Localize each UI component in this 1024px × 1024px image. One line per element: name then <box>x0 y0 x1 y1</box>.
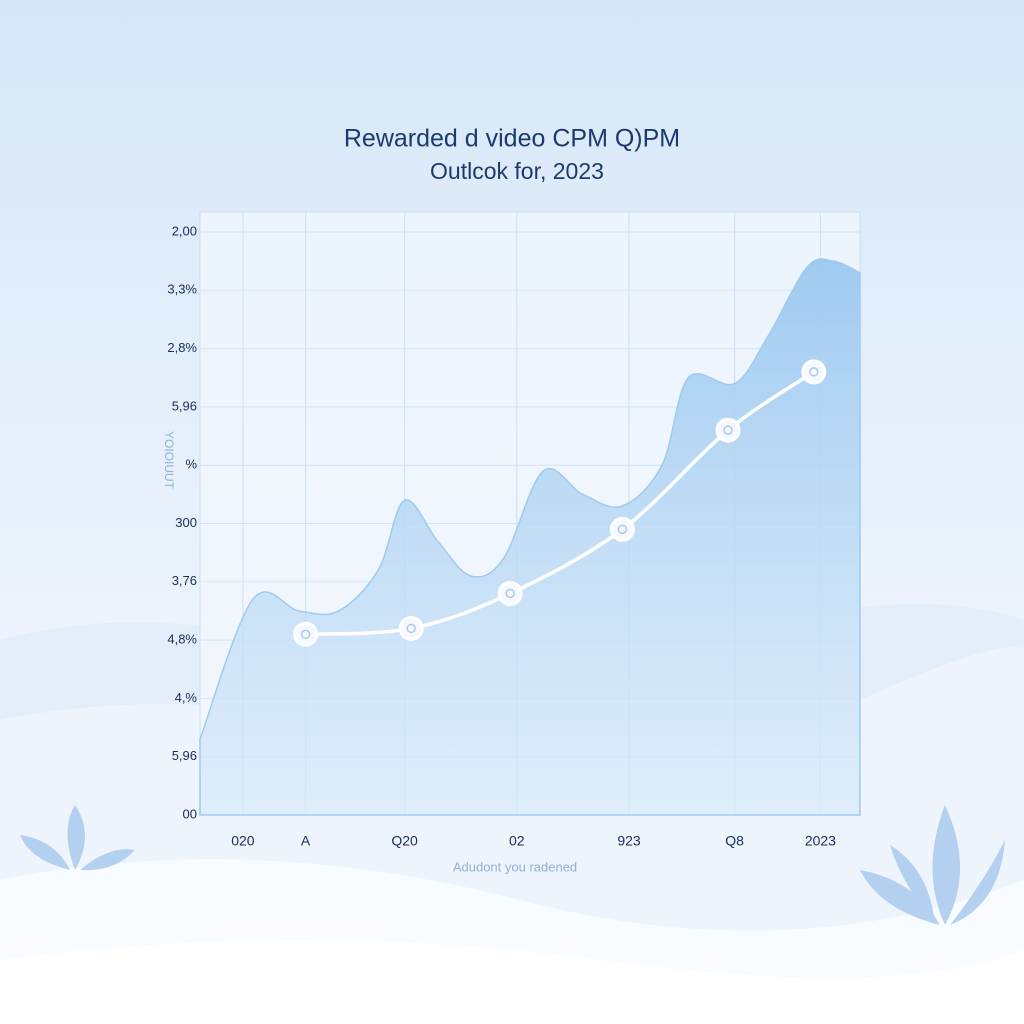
marker-dot <box>406 623 416 634</box>
marker <box>293 621 319 647</box>
x-tick-label: 02 <box>509 833 525 849</box>
marker <box>497 580 523 606</box>
y-tick-label: 4,8% <box>167 632 197 647</box>
marker <box>715 417 741 443</box>
y-tick-label: 3,3% <box>167 282 197 297</box>
marker-dot <box>300 629 311 640</box>
x-tick-label: Q20 <box>391 833 418 849</box>
marker <box>801 359 827 385</box>
x-tick-label: A <box>301 833 311 849</box>
marker-dot <box>809 367 819 377</box>
marker <box>609 516 635 542</box>
chart-title: Rewarded d video CPM Q)PM <box>344 125 680 153</box>
y-tick-label: 300 <box>175 515 197 530</box>
hill <box>0 940 1024 1024</box>
y-tick-label: 2,00 <box>172 223 197 238</box>
y-tick-label: 2,8% <box>167 340 197 355</box>
area <box>199 258 861 816</box>
x-axis-label: Adudont you radened <box>453 859 577 874</box>
marker-dot <box>505 588 515 599</box>
y-tick-label: 3,76 <box>172 573 197 588</box>
x-tick-label: 020 <box>231 833 255 849</box>
y-axis-label: YOIOIUUT <box>162 431 176 490</box>
y-tick-label: % <box>185 457 197 472</box>
marker-dot <box>617 524 628 535</box>
marker <box>398 615 424 641</box>
y-tick-label: 4,% <box>175 690 198 705</box>
x-tick-label: 923 <box>617 833 641 849</box>
x-tick-label: 2023 <box>805 833 836 849</box>
marker-dot <box>723 425 733 435</box>
y-tick-label: 00 <box>183 806 197 821</box>
y-tick-label: 5,96 <box>172 398 197 413</box>
x-tick-label: Q8 <box>725 833 744 849</box>
y-tick-label: 5,96 <box>172 748 197 763</box>
chart-subtitle: Outlcok for, 2023 <box>430 158 604 184</box>
plant <box>20 805 1005 925</box>
